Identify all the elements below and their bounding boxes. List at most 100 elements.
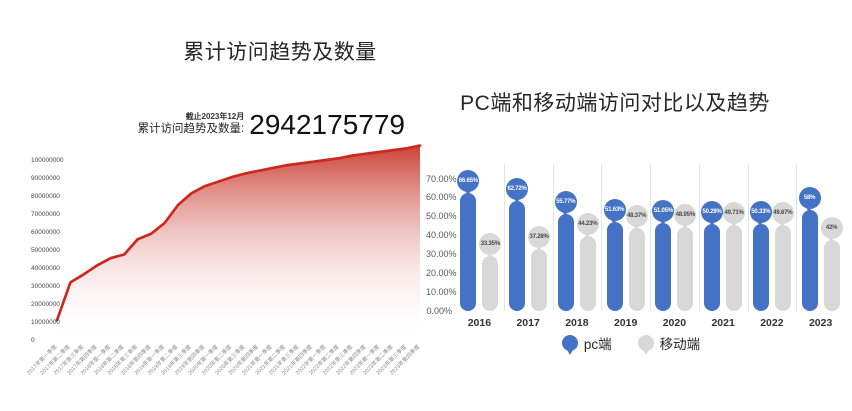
x-axis-tick-label: 2022年第一季度 [294,342,328,376]
area-fill [57,145,420,340]
pc-value-bubble: 58% [798,186,821,209]
cumulative-total-annotation: 截止2023年12月 累计访问趋势及数量: 2942175779 [138,111,405,139]
bubble-pointer [463,189,472,196]
x-axis-tick-label: 2018年第三季度 [105,342,139,376]
x-axis-tick-label: 2020年第一季度 [186,342,220,376]
mobile-value-bubble: 42% [820,216,843,239]
x-axis-tick-label: 2022年第三季度 [320,342,354,376]
y-axis-tick-label: 50.00% [426,211,457,222]
x-axis-tick-label: 2023年第一季度 [347,342,381,376]
mobile-value-bubble: 48.37% [625,204,648,227]
bubble-pointer [632,223,641,230]
y-axis-tick-label: 90000000 [31,175,60,182]
x-axis-year-label: 2023 [808,317,833,329]
mobile-bar [774,225,791,311]
x-axis-tick-label: 2017年第二季度 [38,342,72,376]
y-axis-tick-label: 10000000 [31,319,60,326]
annotation-total-value: 2942175779 [249,109,405,140]
y-axis-tick-label: 70000000 [31,211,60,218]
group-separator [601,164,603,311]
bubble-pointer [512,196,521,203]
x-axis-tick-label: 2021年第二季度 [253,342,287,376]
pc-bar [557,213,574,311]
pc-bar [606,221,623,311]
x-axis-year-label: 2020 [662,317,687,329]
x-axis-tick-label: 2019年第三季度 [159,342,193,376]
trend-line [55,144,422,322]
bubble-pointer [658,218,667,225]
mobile-bar [726,225,743,311]
x-axis-tick-label: 2021年第三季度 [267,342,301,376]
x-axis-tick-label: 2018年第四季度 [119,342,153,376]
bubble-pointer [729,221,738,228]
mobile-value-bubble: 33.35% [479,233,502,256]
bubble-pointer [707,220,716,227]
annotation-label: 累计访问趋势及数量: [137,123,245,135]
x-axis-tick-label: 2023年第三季度 [374,342,408,376]
bubble-pointer [610,217,619,224]
pc-value-bubble: 51.63% [603,198,626,221]
y-axis-tick-label: 60000000 [31,229,60,236]
mobile-bar [531,248,548,311]
x-axis-tick-label: 2017年第一季度 [25,342,59,376]
bubble-pointer [827,235,836,242]
y-axis-tick-label: 70.00% [426,173,457,184]
pc-bar [801,209,818,311]
pc-bar [655,222,672,311]
y-axis-tick-label: 60.00% [426,192,457,203]
y-axis-tick-label: 40.00% [426,230,457,241]
mobile-value-bubble: 44.23% [576,212,599,235]
y-axis-tick-label: 100000000 [31,157,64,164]
bubble-pointer [534,244,543,251]
group-separator [747,164,749,311]
x-axis-tick-label: 2019年第二季度 [146,342,180,376]
bubble-pointer [778,221,787,228]
legend-item-mobile: 移动端 [637,333,701,355]
x-axis-year-label: 2016 [467,317,492,329]
y-axis-tick-label: 40000000 [31,265,60,272]
x-axis-tick-label: 2018年第一季度 [78,342,112,376]
legend-label-mobile: 移动端 [659,337,701,352]
x-axis-year-label: 2022 [760,317,784,329]
group-separator [698,164,700,311]
bubble-pointer [756,220,765,227]
cumulative-chart-title: 累计访问趋势及数量 [183,41,377,64]
pc-bar [752,224,769,311]
bubble-pointer [805,205,814,212]
x-axis-tick-label: 2023年第四季度 [388,342,422,376]
bubble-pointer [583,231,592,238]
x-axis-year-label: 2021 [711,317,735,329]
x-axis-tick-label: 2022年第二季度 [307,342,341,376]
mobile-bar [823,239,840,311]
bubble-pointer [680,222,689,229]
mobile-bar [482,256,499,311]
pc-value-bubble: 55.77% [554,190,577,213]
bubble-pointer [561,209,570,216]
y-axis-tick-label: 30000000 [31,283,60,290]
mobile-bar [579,235,596,311]
x-axis-tick-label: 2020年第二季度 [199,342,233,376]
x-axis-tick-label: 2019年第四季度 [173,342,207,376]
pc-series-icon [561,335,578,355]
legend-label-pc: pc端 [583,337,612,352]
x-axis-tick-label: 2020年第三季度 [213,342,247,376]
x-axis-tick-label: 2022年第四季度 [334,342,368,376]
pc-bar [460,193,477,311]
group-separator [650,164,651,311]
pc-value-bubble: 50.29% [701,201,724,224]
annotation-labels: 截止2023年12月 累计访问趋势及数量: [138,112,245,136]
cumulative-visits-panel: 累计访问趋势及数量 截止2023年12月 累计访问趋势及数量: 29421757… [25,41,422,377]
mobile-value-bubble: 49.67% [771,202,794,225]
x-axis-tick-label: 2023年第二季度 [361,342,395,376]
pc-value-bubble: 66.65% [457,170,480,193]
x-axis-year-label: 2017 [516,317,540,329]
legend-item-pc: pc端 [561,333,612,355]
y-axis-tick-label: 50000000 [31,247,60,254]
mobile-value-bubble: 49.71% [723,202,746,225]
x-axis-tick-label: 2020年第四季度 [226,342,260,376]
x-axis-year-label: 2019 [613,317,638,329]
y-axis-tick-label: 0 [31,337,35,344]
y-axis-tick-label: 0.00% [426,305,452,316]
x-axis-tick-label: 2017年第四季度 [65,342,99,376]
